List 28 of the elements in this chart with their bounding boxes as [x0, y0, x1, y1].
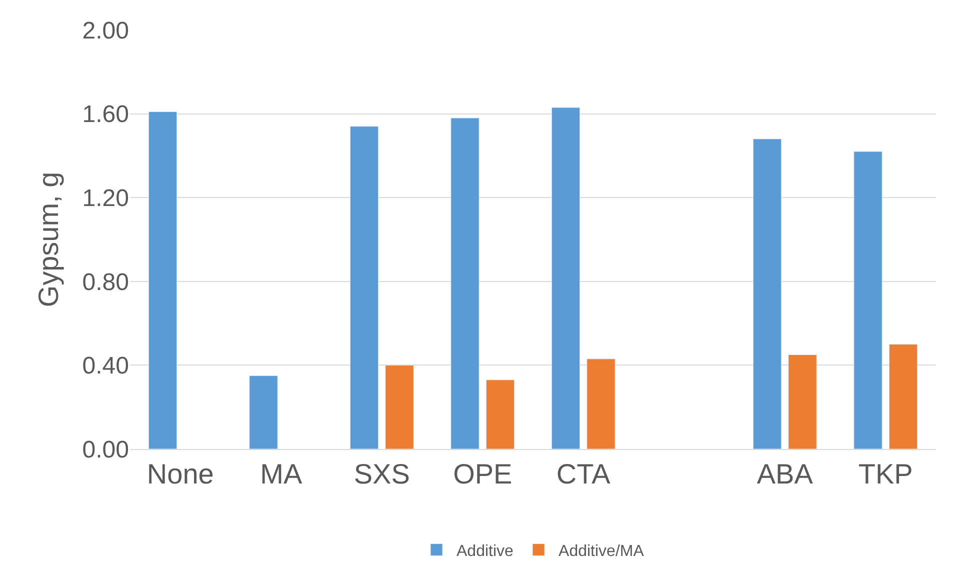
bar	[249, 375, 278, 449]
bar	[450, 118, 480, 449]
x-tick-label: ABA	[756, 458, 814, 490]
bar	[788, 354, 817, 449]
x-tick-label: TKP	[858, 458, 913, 490]
y-tick-label: 0.40	[82, 352, 129, 380]
bar	[486, 380, 515, 449]
y-tick-label: 1.20	[82, 185, 129, 212]
bar	[586, 358, 616, 449]
bar	[551, 107, 580, 449]
x-tick-label: None	[146, 458, 214, 490]
y-axis-title: Gypsum, g	[32, 172, 64, 308]
bar	[148, 111, 178, 449]
bar	[854, 151, 882, 449]
legend-label: Additive/MA	[558, 542, 644, 560]
x-tick-label: SXS	[354, 458, 410, 490]
bar	[752, 138, 782, 449]
x-tick-label: OPE	[453, 458, 512, 490]
bar	[385, 364, 414, 449]
y-tick-label: 1.60	[82, 101, 129, 128]
y-tick-label: 0.80	[82, 268, 129, 296]
legend-label: Additive	[456, 542, 514, 560]
y-tick-label: 0.00	[82, 436, 129, 464]
x-tick-label: MA	[260, 458, 302, 490]
x-tick-label: CTA	[556, 458, 611, 490]
bar	[350, 126, 379, 449]
bar	[888, 344, 918, 449]
y-tick-label: 2.00	[82, 17, 129, 44]
